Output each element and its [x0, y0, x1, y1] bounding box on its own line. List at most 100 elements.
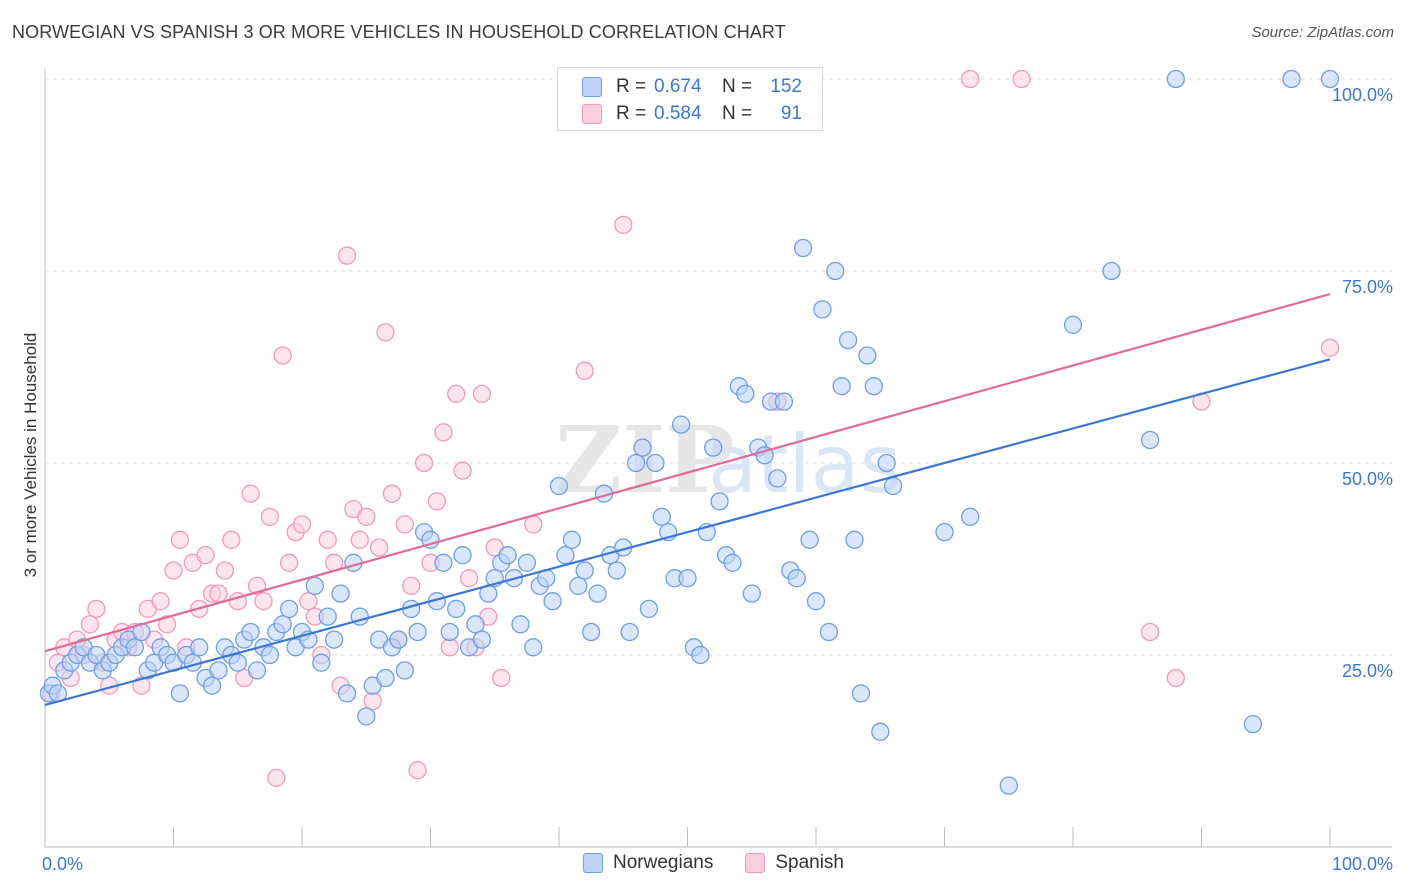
- norwegian-point: [935, 522, 954, 542]
- norwegian-point: [793, 238, 813, 258]
- legend-swatch-norwegians: [582, 77, 602, 97]
- norwegian-point: [228, 653, 247, 672]
- norwegian-point: [209, 661, 228, 680]
- spanish-point: [254, 592, 273, 611]
- spanish-point: [1012, 69, 1031, 89]
- norwegian-point: [652, 507, 671, 526]
- norwegian-point: [190, 638, 209, 657]
- norwegian-point: [588, 584, 607, 603]
- norwegian-point: [511, 615, 530, 634]
- norwegian-point: [376, 668, 395, 688]
- norwegian-point: [851, 684, 871, 703]
- x-tick-label: 100.0%: [1332, 854, 1393, 874]
- norwegian-point: [723, 553, 742, 572]
- spanish-point: [164, 561, 183, 580]
- norwegian-point: [826, 261, 845, 281]
- spanish-point: [382, 484, 402, 503]
- spanish-point: [241, 484, 260, 503]
- legend-swatch-norwegians: [583, 853, 603, 873]
- norwegian-point: [305, 576, 324, 596]
- norwegian-point: [273, 615, 292, 634]
- spanish-point: [427, 492, 447, 511]
- y-tick-label: 100.0%: [1332, 85, 1393, 105]
- gridlines: [45, 78, 1392, 656]
- legend-r-value: 0.674: [654, 76, 702, 97]
- legend-item-norwegians[interactable]: Norwegians: [583, 852, 713, 874]
- norwegian-point: [800, 530, 819, 549]
- spanish-point: [472, 384, 492, 404]
- norwegian-point: [1063, 315, 1083, 334]
- spanish-point: [157, 615, 177, 634]
- norwegian-point: [646, 453, 665, 473]
- spanish-point: [350, 530, 369, 549]
- norwegian-point: [498, 546, 517, 565]
- spanish-point: [299, 592, 318, 611]
- norwegian-point: [434, 553, 453, 572]
- y-tick-label: 25.0%: [1342, 661, 1393, 681]
- norwegian-point: [324, 630, 344, 649]
- norwegian-point: [408, 622, 427, 642]
- norwegian-point: [1320, 69, 1340, 89]
- norwegian-point: [961, 507, 980, 526]
- norwegian-point: [819, 622, 839, 642]
- spanish-point: [222, 530, 241, 549]
- spanish-point: [961, 69, 980, 89]
- y-tick-label: 50.0%: [1342, 469, 1393, 489]
- norwegian-point: [337, 684, 357, 703]
- chart-title: NORWEGIAN VS SPANISH 3 OR MORE VEHICLES …: [12, 22, 786, 42]
- norwegian-point: [260, 645, 280, 665]
- spanish-point: [414, 453, 434, 473]
- spanish-point: [267, 768, 286, 788]
- legend-swatch-spanish: [745, 853, 766, 873]
- norwegian-point: [626, 453, 646, 473]
- spanish-point: [279, 553, 299, 572]
- spanish-point: [614, 215, 633, 235]
- norwegian-point: [581, 622, 601, 642]
- norwegian-point: [620, 622, 639, 642]
- spanish-point: [402, 576, 421, 596]
- norwegian-point: [562, 530, 582, 549]
- norwegian-point: [742, 584, 761, 603]
- norwegian-point: [704, 438, 723, 457]
- legend-n-label: N =: [722, 76, 753, 97]
- norwegian-point: [247, 661, 267, 680]
- legend-item-spanish[interactable]: Spanish: [745, 852, 844, 874]
- norwegian-point: [472, 630, 492, 649]
- norwegian-point: [279, 599, 299, 619]
- norwegian-point: [447, 599, 466, 619]
- legend-n-label: N =: [722, 103, 753, 124]
- spanish-point: [363, 691, 382, 711]
- norwegian-point: [357, 707, 376, 726]
- legend-row-norwegians: R = 0.674 N = 152: [582, 74, 802, 100]
- legend-n-value: 152: [770, 76, 802, 97]
- norwegian-point: [774, 392, 794, 411]
- spanish-point: [215, 561, 235, 580]
- norwegian-point: [312, 653, 331, 672]
- norwegian-point: [883, 476, 903, 496]
- norwegian-point: [569, 576, 588, 596]
- norwegian-point: [421, 530, 440, 549]
- spanish-point: [453, 461, 472, 480]
- legend-r-value: 0.584: [654, 103, 702, 124]
- spanish-point: [1320, 338, 1340, 357]
- spanish-point: [395, 515, 414, 534]
- spanish-point: [575, 361, 594, 380]
- norwegian-point: [806, 592, 826, 611]
- spanish-point: [1166, 668, 1185, 688]
- y-tick-label: 75.0%: [1342, 277, 1393, 297]
- norwegian-point: [845, 530, 864, 549]
- norwegian-point: [864, 377, 883, 396]
- norwegian-point: [389, 630, 408, 649]
- norwegian-point: [813, 300, 832, 319]
- spanish-point: [151, 592, 170, 611]
- spanish-point: [318, 530, 337, 549]
- spanish-point: [87, 599, 106, 619]
- legend-row-spanish: R = 0.584 N = 91: [582, 101, 802, 127]
- norwegian-point: [1166, 69, 1185, 89]
- norwegian-point: [607, 561, 626, 580]
- spanish-point: [459, 569, 479, 588]
- norwegian-point: [549, 476, 569, 496]
- svg-text:atlas: atlas: [708, 418, 901, 511]
- chart-source: Source: ZipAtlas.com: [1251, 24, 1394, 41]
- norwegian-point: [125, 638, 145, 657]
